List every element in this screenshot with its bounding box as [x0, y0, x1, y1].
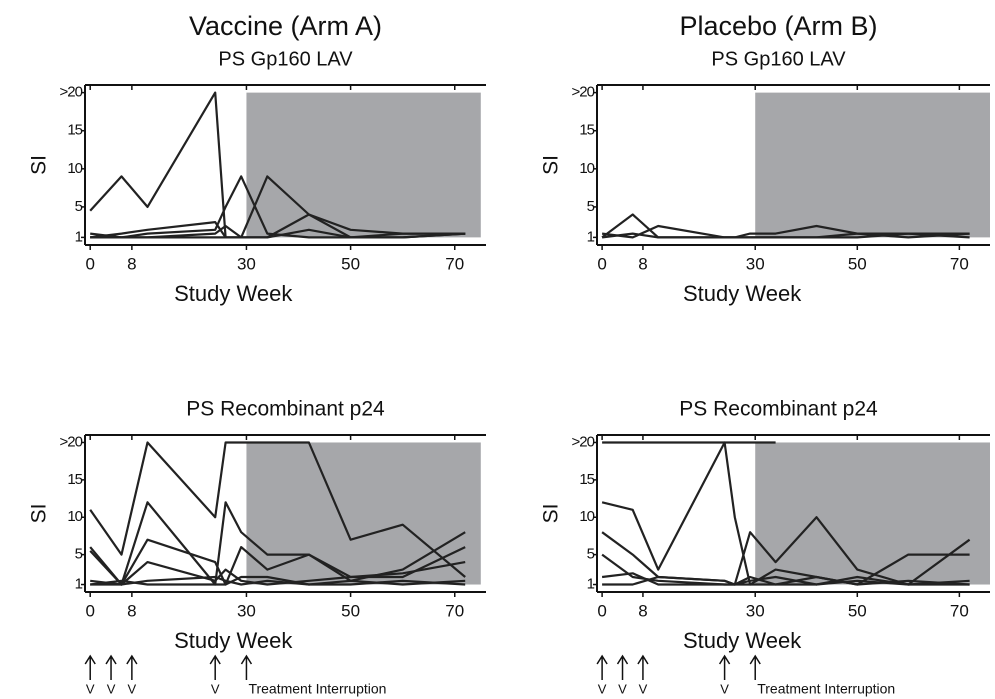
y-tick-label: 1 — [587, 575, 595, 592]
y-tick-label: >20 — [60, 84, 83, 101]
series-line — [89, 91, 227, 238]
annotation: V — [639, 681, 648, 696]
x-axis-label: Study Week — [174, 281, 293, 306]
y-tick-label: 1 — [75, 228, 83, 245]
x-tick-label: 8 — [127, 601, 136, 620]
x-tick-label: 0 — [85, 601, 94, 620]
x-tick-label: 30 — [237, 254, 256, 273]
shaded-region — [755, 442, 990, 585]
arrow — [105, 654, 117, 680]
x-tick-label: 8 — [638, 601, 647, 620]
x-tick-label: 30 — [746, 601, 765, 620]
annotation: V — [618, 681, 627, 696]
series-line — [602, 575, 970, 586]
x-tick-label: 50 — [848, 601, 867, 620]
arrow — [718, 654, 731, 680]
arrow — [240, 654, 253, 680]
arrow — [84, 654, 96, 680]
x-tick-label: 50 — [341, 601, 360, 620]
shaded-region — [246, 92, 481, 238]
series-line — [90, 575, 466, 586]
y-tick-label: 5 — [587, 546, 595, 563]
arrow — [596, 654, 608, 680]
annotation: Treatment Interruption — [248, 681, 386, 697]
y-axis-label: SI — [540, 504, 563, 524]
shaded-region — [755, 92, 990, 238]
x-axis-label: Study Week — [683, 281, 802, 306]
arrow — [126, 654, 138, 680]
chart-subtitle: PS Gp160 LAV — [711, 48, 846, 70]
y-tick-label: 10 — [67, 508, 82, 525]
x-tick-label: 8 — [127, 254, 136, 273]
y-tick-label: 15 — [579, 471, 594, 488]
series-line — [89, 441, 466, 578]
series-line — [90, 224, 466, 239]
y-tick-label: 5 — [75, 546, 83, 563]
x-tick-label: 70 — [950, 254, 969, 273]
series-line — [90, 575, 466, 586]
y-axis-label: SI — [540, 155, 563, 175]
series-line — [601, 572, 970, 586]
x-tick-label: 70 — [950, 601, 969, 620]
arrow — [749, 654, 761, 680]
chart-subtitle: PS Gp160 LAV — [218, 48, 353, 70]
y-tick-label: >20 — [60, 433, 83, 450]
x-tick-label: 8 — [638, 254, 647, 273]
series-line — [601, 516, 971, 586]
x-tick-label: 30 — [237, 601, 256, 620]
series-line — [601, 213, 970, 239]
y-tick-label: 15 — [67, 122, 82, 139]
chart-title: Placebo (Arm B) — [679, 11, 877, 41]
y-axis-label: SI — [28, 155, 51, 175]
arrow — [616, 654, 629, 680]
y-tick-label: >20 — [572, 433, 595, 450]
annotation: V — [598, 681, 607, 696]
y-tick-label: 1 — [587, 228, 595, 245]
y-tick-label: 10 — [579, 160, 594, 177]
y-tick-label: 5 — [587, 198, 595, 215]
annotation: V — [720, 681, 729, 696]
x-tick-label: 0 — [597, 601, 606, 620]
arrow — [637, 654, 649, 680]
series-line — [90, 561, 466, 586]
x-tick-label: 0 — [597, 254, 606, 273]
x-axis-label: Study Week — [683, 628, 802, 653]
x-tick-label: 70 — [445, 254, 464, 273]
y-tick-label: 15 — [67, 471, 82, 488]
series-line — [89, 538, 466, 586]
annotation: V — [86, 681, 95, 696]
annotation: Treatment Interruption — [757, 681, 895, 697]
annotation: V — [107, 681, 116, 696]
y-tick-label: 10 — [579, 508, 594, 525]
x-tick-label: 30 — [746, 254, 765, 273]
shaded-region — [246, 442, 481, 585]
x-tick-label: 70 — [445, 601, 464, 620]
y-tick-label: >20 — [572, 84, 595, 101]
chart-title: PS Recombinant p24 — [186, 398, 385, 421]
arrow — [209, 654, 221, 680]
x-tick-label: 0 — [85, 254, 94, 273]
y-axis-label: SI — [28, 504, 51, 524]
y-tick-label: 5 — [75, 198, 83, 215]
x-tick-label: 50 — [341, 254, 360, 273]
annotation: V — [211, 681, 220, 696]
annotation: V — [128, 681, 137, 696]
chart-title: Vaccine (Arm A) — [189, 11, 382, 41]
y-tick-label: 15 — [579, 122, 594, 139]
x-tick-label: 50 — [848, 254, 867, 273]
chart-title: PS Recombinant p24 — [679, 398, 878, 421]
y-tick-label: 10 — [67, 160, 82, 177]
x-axis-label: Study Week — [174, 628, 293, 653]
y-tick-label: 1 — [75, 575, 83, 592]
